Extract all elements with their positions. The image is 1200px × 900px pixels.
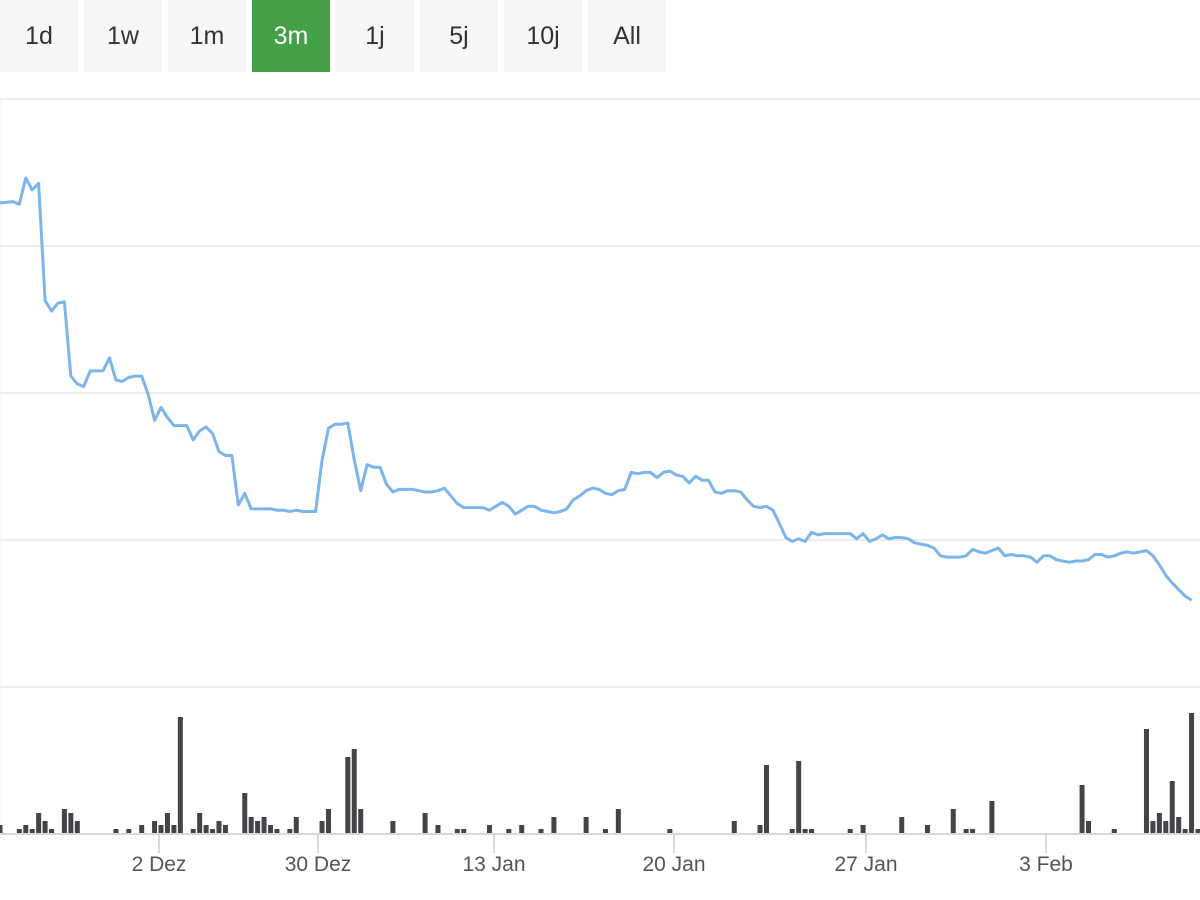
- volume-bar: [583, 817, 589, 833]
- range-button-10j[interactable]: 10j: [504, 0, 582, 72]
- volume-bar: [222, 825, 228, 833]
- x-tick-label: 3 Feb: [1019, 853, 1073, 876]
- volume-bar: [789, 829, 795, 833]
- volume-bar: [171, 825, 177, 833]
- volume-bar: [126, 829, 132, 833]
- volume-bar: [293, 817, 299, 833]
- volume-bar: [345, 757, 351, 833]
- volume-bar: [970, 829, 976, 833]
- x-tick-label: 27 Jan: [834, 853, 897, 876]
- volume-bar: [950, 809, 956, 833]
- x-tick-label: 30 Dez: [285, 853, 352, 876]
- volume-bar: [325, 809, 331, 833]
- volume-bar: [216, 821, 222, 833]
- volume-bar: [242, 793, 248, 833]
- range-button-all[interactable]: All: [588, 0, 666, 72]
- volume-bar: [847, 829, 853, 833]
- volume-bar: [36, 813, 42, 833]
- volume-bar: [152, 821, 158, 833]
- volume-bar: [274, 829, 280, 833]
- volume-bar: [1195, 829, 1200, 833]
- volume-bar: [1182, 829, 1188, 833]
- x-tick-label: 20 Jan: [642, 853, 705, 876]
- volume-bar: [390, 821, 396, 833]
- volume-bars: [0, 713, 1200, 833]
- volume-bar: [1143, 729, 1149, 833]
- volume-bar: [963, 829, 969, 833]
- volume-bar: [164, 813, 170, 833]
- volume-bar: [49, 829, 55, 833]
- volume-bar: [23, 825, 29, 833]
- volume-bar: [139, 825, 145, 833]
- range-button-1w[interactable]: 1w: [84, 0, 162, 72]
- volume-bar: [1163, 821, 1169, 833]
- chart-grid: [0, 98, 1200, 835]
- range-button-1j[interactable]: 1j: [336, 0, 414, 72]
- volume-bar: [615, 809, 621, 833]
- volume-bar: [989, 801, 995, 833]
- volume-bar: [203, 825, 209, 833]
- volume-bar: [248, 817, 254, 833]
- volume-bar: [506, 829, 512, 833]
- volume-bar: [1086, 821, 1092, 833]
- volume-bar: [809, 829, 815, 833]
- volume-bar: [16, 829, 22, 833]
- volume-bar: [287, 829, 293, 833]
- volume-bar: [899, 817, 905, 833]
- volume-bar: [461, 829, 467, 833]
- volume-bar: [197, 813, 203, 833]
- price-line: [0, 176, 1193, 602]
- x-tick-label: 2 Dez: [132, 853, 187, 876]
- range-button-5j[interactable]: 5j: [420, 0, 498, 72]
- range-selector: 1d 1w 1m 3m 1j 5j 10j All: [0, 0, 672, 72]
- volume-bar: [1156, 813, 1162, 833]
- volume-bar: [454, 829, 460, 833]
- volume-bar: [351, 749, 357, 833]
- volume-bar: [1079, 785, 1085, 833]
- volume-bar: [757, 825, 763, 833]
- x-axis: 2 Dez 30 Dez 13 Jan 20 Jan 27 Jan 3 Feb: [132, 834, 1073, 876]
- volume-bar: [860, 825, 866, 833]
- range-button-3m[interactable]: 3m: [252, 0, 330, 72]
- volume-bar: [538, 829, 544, 833]
- volume-bar: [487, 825, 493, 833]
- volume-bar: [1111, 829, 1117, 833]
- volume-bar: [42, 821, 48, 833]
- volume-bar: [358, 809, 364, 833]
- volume-bar: [731, 821, 737, 833]
- volume-bar: [519, 825, 525, 833]
- volume-bar: [29, 829, 35, 833]
- volume-bar: [255, 821, 261, 833]
- volume-bar: [158, 825, 164, 833]
- volume-bar: [796, 761, 802, 833]
- volume-bar: [0, 825, 3, 833]
- volume-bar: [763, 765, 769, 833]
- volume-bar: [1176, 817, 1182, 833]
- x-tick-label: 13 Jan: [462, 853, 525, 876]
- volume-bar: [74, 821, 80, 833]
- volume-bar: [422, 813, 428, 833]
- volume-bar: [802, 829, 808, 833]
- volume-bar: [113, 829, 119, 833]
- volume-bar: [1189, 713, 1195, 833]
- volume-bar: [177, 717, 183, 833]
- volume-bar: [602, 829, 608, 833]
- volume-bar: [261, 817, 267, 833]
- range-button-1m[interactable]: 1m: [168, 0, 246, 72]
- volume-bar: [667, 829, 673, 833]
- volume-bar: [61, 809, 67, 833]
- volume-bar: [1150, 821, 1156, 833]
- volume-bar: [924, 825, 930, 833]
- volume-bar: [68, 813, 74, 833]
- volume-bar: [319, 821, 325, 833]
- volume-bar: [210, 829, 216, 833]
- volume-bar: [435, 825, 441, 833]
- range-button-1d[interactable]: 1d: [0, 0, 78, 72]
- volume-bar: [551, 817, 557, 833]
- volume-bar: [268, 825, 274, 833]
- volume-bar: [190, 829, 196, 833]
- volume-bar: [1169, 781, 1175, 833]
